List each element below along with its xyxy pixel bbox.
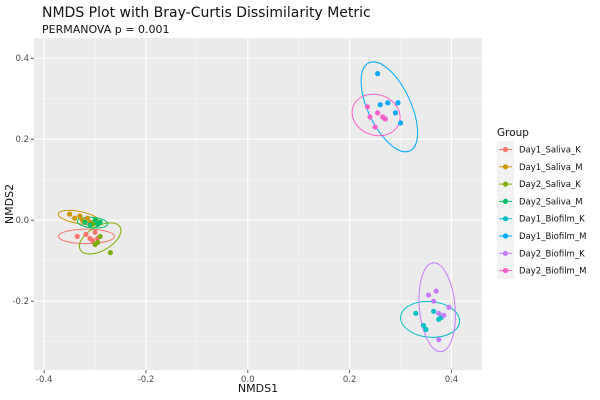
x-tick-label: -0.2 xyxy=(138,375,155,385)
point-Day2_Biofilm_M xyxy=(375,110,381,116)
point-Day1_Biofilm_K xyxy=(420,322,427,329)
legend-point-Day1_Saliva_M xyxy=(502,164,509,170)
y-axis-title: NMDS2 xyxy=(3,184,16,224)
point-Day2_Biofilm_M xyxy=(367,114,373,120)
point-Day1_Biofilm_M xyxy=(385,100,391,106)
panel-background xyxy=(34,38,482,370)
legend-label-Day2_Saliva_M: Day2_Saliva_M xyxy=(519,197,583,207)
legend-label-Day2_Biofilm_K: Day2_Biofilm_K xyxy=(519,249,585,259)
point-Day2_Biofilm_K xyxy=(441,312,447,318)
legend: Group Day1_Saliva_K Day1_Saliva_M Day2_Sal… xyxy=(497,127,586,280)
legend-label-Day1_Saliva_K: Day1_Saliva_K xyxy=(519,146,581,156)
point-Day1_Biofilm_K xyxy=(423,326,429,333)
point-Day2_Saliva_K xyxy=(97,233,103,239)
point-Day2_Saliva_M xyxy=(82,219,88,225)
plot-panel xyxy=(34,38,482,370)
y-tick-label: 0.4 xyxy=(15,54,29,64)
point-Day2_Biofilm_M xyxy=(382,116,388,122)
legend-point-Day2_Saliva_K xyxy=(502,181,509,187)
x-tick-label: 0.2 xyxy=(343,375,357,385)
minor-gridlines xyxy=(34,38,482,370)
point-Day1_Saliva_K xyxy=(83,231,89,237)
point-Day1_Biofilm_M xyxy=(375,71,381,77)
legend-label-Day1_Saliva_M: Day1_Saliva_M xyxy=(519,163,583,173)
point-Day2_Biofilm_K xyxy=(436,337,442,343)
point-Day1_Biofilm_K xyxy=(431,308,437,314)
point-Day2_Saliva_M xyxy=(97,219,103,225)
legend-point-Day1_Biofilm_K xyxy=(502,216,509,222)
legend-point-Day2_Saliva_M xyxy=(502,198,509,204)
legend-point-Day1_Saliva_K xyxy=(502,146,509,153)
point-Day1_Saliva_M xyxy=(84,215,91,221)
legend-point-Day2_Biofilm_M xyxy=(502,268,509,274)
legend-label-Day1_Biofilm_M: Day1_Biofilm_M xyxy=(519,232,586,242)
point-Day2_Saliva_K xyxy=(95,239,101,246)
x-tick-label: 0.0 xyxy=(241,375,255,385)
point-Day1_Saliva_M xyxy=(67,211,73,217)
legend-label-Day1_Biofilm_K: Day1_Biofilm_K xyxy=(519,215,585,225)
legend-point-Day2_Biofilm_K xyxy=(502,250,509,256)
x-axis-ticks: -0.4 -0.2 0.0 0.2 0.4 xyxy=(36,370,458,385)
point-Day2_Saliva_M xyxy=(92,217,98,223)
point-Day2_Biofilm_M xyxy=(372,124,378,130)
x-axis-title: NMDS1 xyxy=(238,382,278,395)
point-Day2_Biofilm_K xyxy=(425,292,432,298)
point-Day2_Biofilm_K xyxy=(431,298,437,304)
ellipse-Day1_Saliva_K xyxy=(57,228,115,245)
y-axis-ticks: -0.2 0.0 0.2 0.4 xyxy=(12,54,34,307)
chart-title: NMDS Plot with Bray-Curtis Dissimilarity… xyxy=(42,5,371,21)
point-Day2_Biofilm_K xyxy=(433,288,439,294)
point-Day1_Biofilm_M xyxy=(397,120,404,126)
y-tick-label: 0.2 xyxy=(15,135,29,145)
point-Day2_Biofilm_M xyxy=(364,104,371,110)
point-Day1_Biofilm_K xyxy=(436,316,442,322)
point-Day2_Biofilm_K xyxy=(446,304,452,310)
legend-label-Day2_Saliva_K: Day2_Saliva_K xyxy=(519,180,581,190)
major-gridlines xyxy=(34,38,482,370)
point-Day2_Saliva_K xyxy=(107,249,113,256)
point-Day1_Biofilm_M xyxy=(395,100,401,106)
legend-point-Day1_Biofilm_M xyxy=(502,233,509,239)
x-tick-label: -0.4 xyxy=(36,375,53,385)
point-Day1_Biofilm_K xyxy=(413,310,419,316)
point-Day1_Saliva_K xyxy=(92,229,98,235)
point-Day1_Biofilm_M xyxy=(392,110,399,116)
chart-subtitle: PERMANOVA p = 0.001 xyxy=(42,23,169,36)
point-Day2_Biofilm_K xyxy=(436,310,442,316)
ellipse-Day2_Saliva_M xyxy=(76,216,109,229)
point-Day1_Saliva_K xyxy=(89,237,96,244)
y-tick-label: 0.0 xyxy=(15,216,29,226)
point-Day1_Saliva_K xyxy=(74,233,80,239)
legend-label-Day2_Biofilm_M: Day2_Biofilm_M xyxy=(519,267,586,277)
point-Day1_Saliva_M xyxy=(77,213,83,219)
point-Day1_Saliva_M xyxy=(72,215,78,221)
y-tick-label: -0.2 xyxy=(12,297,29,307)
point-Day2_Saliva_M xyxy=(87,222,93,228)
x-tick-label: 0.4 xyxy=(445,375,459,385)
legend-title: Group xyxy=(497,127,529,139)
point-Day1_Biofilm_M xyxy=(377,102,383,108)
ellipse-Day2_Biofilm_K xyxy=(418,262,456,353)
data-points xyxy=(67,71,452,343)
